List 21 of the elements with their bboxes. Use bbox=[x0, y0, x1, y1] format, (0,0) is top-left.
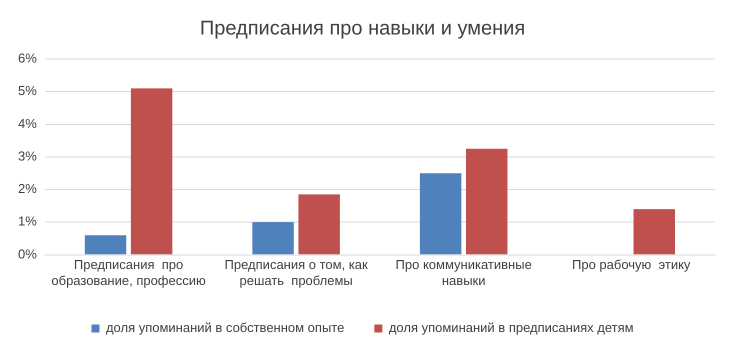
x-tick-label: Про рабочую этику bbox=[572, 257, 691, 272]
y-tick-label: 3% bbox=[18, 148, 38, 164]
legend-label: доля упоминаний в собственном опыте bbox=[106, 320, 344, 336]
x-tick-label: Про коммуникативные навыки bbox=[396, 257, 532, 288]
bar bbox=[84, 235, 126, 254]
y-tick-label: 4% bbox=[18, 116, 38, 131]
y-tick-label: 2% bbox=[18, 181, 38, 196]
y-tick-label: 1% bbox=[18, 214, 38, 229]
bar bbox=[466, 148, 508, 254]
x-tick-label: Предписания про образование, профессию bbox=[51, 257, 206, 288]
bar bbox=[130, 88, 172, 254]
bar bbox=[252, 222, 294, 254]
x-tick-label: Предписания о том, как решать проблемы bbox=[224, 257, 368, 288]
legend-label: доля упоминаний в предписаниях детям bbox=[388, 320, 634, 336]
bar bbox=[634, 209, 675, 254]
bar bbox=[420, 173, 462, 254]
chart-title: Предписания про навыки и умения bbox=[200, 18, 526, 40]
y-tick-label: 5% bbox=[18, 83, 38, 98]
y-tick-label: 0% bbox=[18, 246, 38, 262]
bar bbox=[298, 194, 340, 254]
y-tick-label: 6% bbox=[18, 50, 38, 66]
